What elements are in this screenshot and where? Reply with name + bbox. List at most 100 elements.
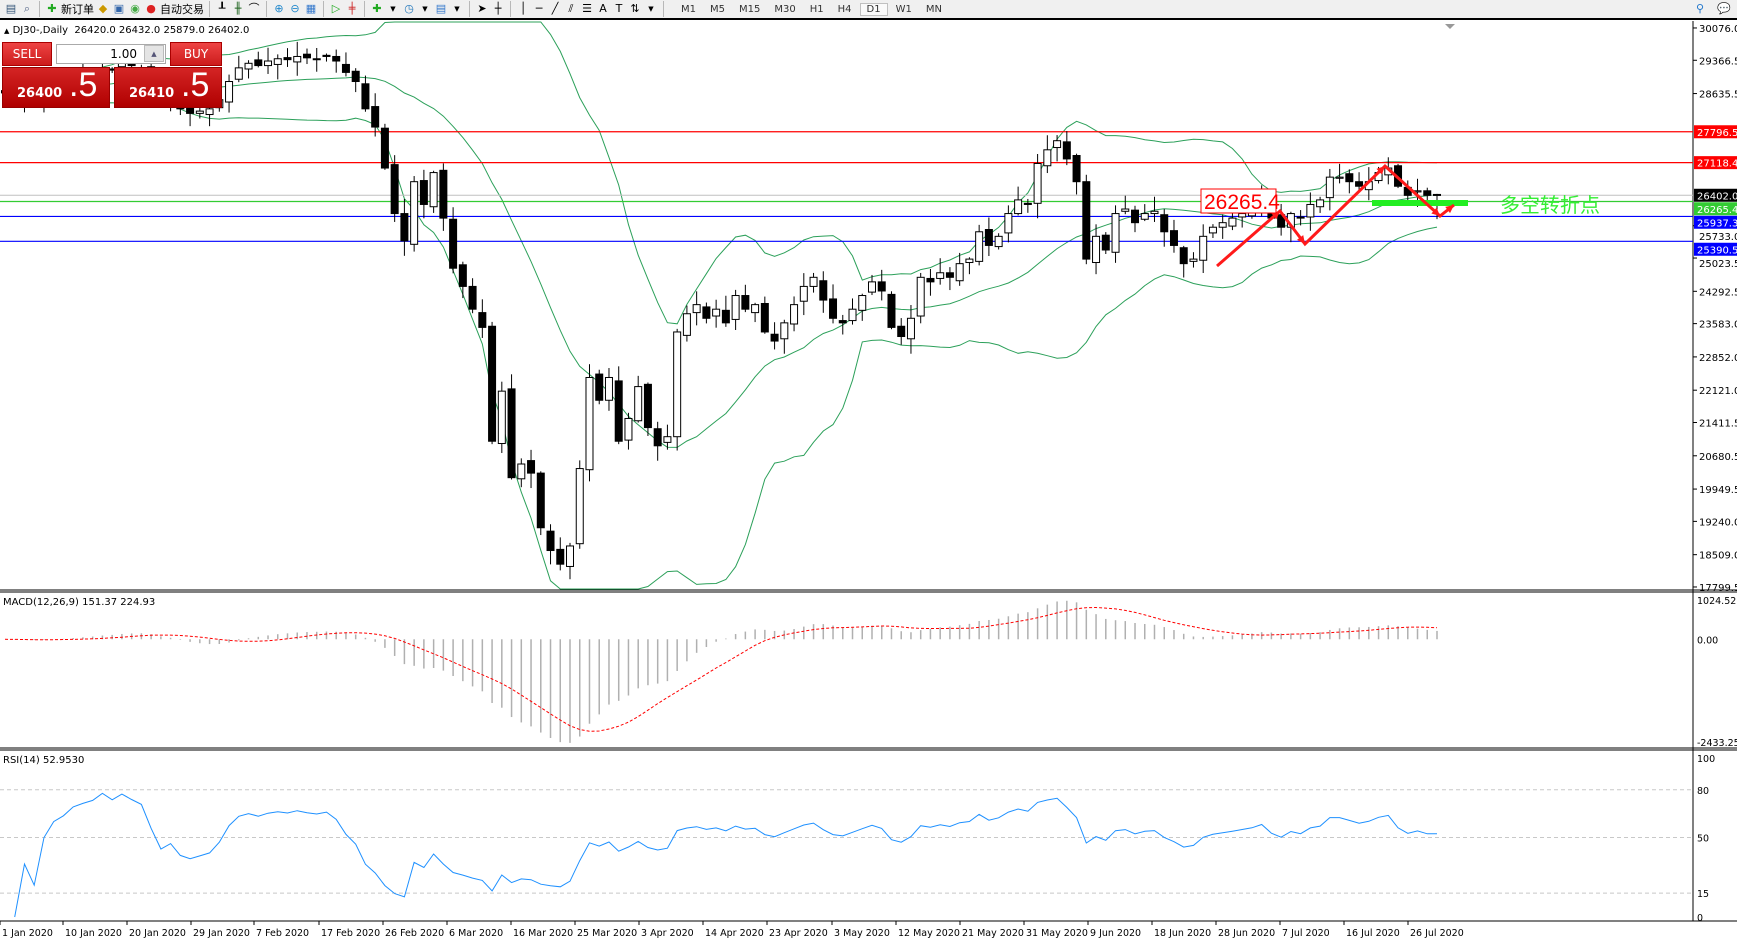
timeframe-w1[interactable]: W1 bbox=[895, 3, 912, 15]
candle-body bbox=[225, 81, 234, 103]
candlestick-icon[interactable]: ╫ bbox=[234, 2, 242, 15]
new-order-button[interactable]: ✚ 新订单 bbox=[45, 1, 94, 17]
data-window-icon[interactable]: ⌕ bbox=[23, 2, 31, 15]
candle bbox=[663, 424, 672, 450]
candle bbox=[936, 258, 945, 285]
candle-body bbox=[1101, 234, 1110, 251]
price-tick-label: 28635.5 bbox=[1699, 90, 1737, 101]
candle-body bbox=[702, 306, 711, 319]
candle-body bbox=[604, 376, 613, 401]
timeframe-m30[interactable]: M30 bbox=[774, 3, 796, 15]
zoom-out-icon[interactable]: ⊖ bbox=[290, 2, 300, 15]
zigzag-arrow-path[interactable] bbox=[1216, 163, 1455, 268]
macd-tick-label: 0.00 bbox=[1697, 635, 1718, 646]
candle-body bbox=[838, 320, 847, 324]
auto-trading-button[interactable]: ● 自动交易 bbox=[144, 1, 204, 17]
date-tick-label: 16 Mar 2020 bbox=[513, 928, 573, 939]
lot-input[interactable]: 1.00 bbox=[56, 44, 166, 64]
new-order-label: 新订单 bbox=[61, 3, 94, 16]
crosshair-icon[interactable]: ┼ bbox=[494, 2, 502, 15]
candle bbox=[439, 163, 448, 231]
candle bbox=[1092, 224, 1101, 275]
candle-body bbox=[751, 304, 760, 314]
line-chart-icon[interactable]: ⌒ bbox=[248, 2, 260, 15]
candle-body bbox=[507, 388, 516, 479]
chat-icon[interactable]: 💬 bbox=[1717, 2, 1731, 15]
equidistant-channel-icon[interactable]: ⫽ bbox=[568, 2, 574, 15]
dropdown-icon[interactable]: ▼ bbox=[454, 5, 460, 13]
candle bbox=[1160, 209, 1169, 247]
dropdown-icon[interactable]: ▼ bbox=[390, 5, 396, 13]
annotations[interactable]: 26265.4 bbox=[1200, 163, 1468, 268]
text-label-icon[interactable]: T bbox=[615, 2, 623, 15]
candle-body bbox=[1082, 181, 1091, 260]
candle-body bbox=[585, 376, 594, 471]
candle-body bbox=[1433, 193, 1441, 196]
text-icon[interactable]: A bbox=[599, 2, 607, 15]
candle-body bbox=[283, 57, 292, 61]
horizontal-line-icon[interactable]: ─ bbox=[535, 2, 543, 15]
dropdown-icon[interactable]: ▼ bbox=[422, 5, 428, 13]
periods-icon[interactable]: ◷ bbox=[404, 2, 414, 15]
trendline-icon[interactable]: ╱ bbox=[551, 2, 559, 15]
auto-trading-icon: ● bbox=[146, 2, 156, 15]
bar-chart-icon[interactable]: ┸ bbox=[218, 2, 226, 15]
candle-body bbox=[497, 390, 506, 445]
price-tick-label: 17799.5 bbox=[1699, 583, 1737, 594]
vertical-line-icon[interactable]: │ bbox=[519, 2, 527, 15]
buy-button[interactable]: BUY bbox=[170, 42, 222, 66]
fibonacci-icon[interactable]: ☰ bbox=[582, 2, 592, 15]
timeframe-d1[interactable]: D1 bbox=[859, 2, 888, 16]
date-tick-label: 21 May 2020 bbox=[962, 928, 1024, 939]
buy-label: BUY bbox=[183, 47, 209, 61]
timeframe-m15[interactable]: M15 bbox=[739, 3, 761, 15]
chart-shift-icon[interactable]: ╪ bbox=[348, 2, 356, 15]
metaeditor-icon[interactable]: ◆ bbox=[98, 2, 108, 15]
indicators-icon[interactable]: ✚ bbox=[372, 2, 382, 15]
candle bbox=[877, 269, 886, 301]
new-order-icon: ✚ bbox=[47, 2, 57, 15]
pivot-zone-bar[interactable] bbox=[1372, 200, 1468, 206]
toolbar: ▤ ⌕ ✚ 新订单 ◆ ▣ ◉ ● 自动交易 ┸ ╫ ⌒ ⊕ ⊖ ▦ ▷ ╪ ✚… bbox=[0, 0, 1737, 20]
autoscroll-icon[interactable]: ▷ bbox=[331, 2, 341, 15]
timeframe-m1[interactable]: M1 bbox=[681, 3, 696, 15]
signals-icon[interactable]: ◉ bbox=[130, 2, 140, 15]
candle-body bbox=[322, 54, 331, 57]
templates-icon[interactable]: ▤ bbox=[435, 2, 447, 15]
cursor-icon[interactable]: ➤ bbox=[477, 2, 487, 15]
timeframe-m5[interactable]: M5 bbox=[710, 3, 725, 15]
timeframe-h4[interactable]: H4 bbox=[837, 3, 852, 15]
market-watch-icon[interactable]: ▤ bbox=[5, 2, 17, 15]
candle-body bbox=[1023, 202, 1032, 205]
search-icon[interactable]: ⚲ bbox=[1695, 2, 1705, 15]
zoom-in-icon[interactable]: ⊕ bbox=[274, 2, 284, 15]
candle-body bbox=[205, 108, 214, 116]
timeframe-h1[interactable]: H1 bbox=[809, 3, 824, 15]
date-tick-label: 28 Jun 2020 bbox=[1218, 928, 1275, 939]
candle bbox=[1150, 196, 1159, 222]
candle-body bbox=[848, 308, 857, 322]
candle-body bbox=[1199, 235, 1208, 261]
pivot-label-box[interactable] bbox=[1200, 188, 1277, 214]
collapse-icon[interactable]: ▲ bbox=[4, 27, 10, 35]
sell-button[interactable]: SELL bbox=[2, 42, 52, 66]
buy-price[interactable]: 26410 .5 bbox=[114, 66, 222, 108]
candle-body bbox=[458, 264, 467, 287]
candle-body bbox=[293, 55, 302, 63]
tile-windows-icon[interactable]: ▦ bbox=[305, 2, 317, 15]
sell-price[interactable]: 26400 .5 bbox=[2, 66, 110, 108]
candle bbox=[945, 267, 954, 291]
dropdown-icon[interactable]: ▼ bbox=[648, 5, 654, 13]
lot-increase-button[interactable]: ▲ bbox=[144, 45, 164, 62]
horizontal-lines[interactable] bbox=[0, 131, 1693, 242]
timeframe-mn[interactable]: MN bbox=[925, 3, 942, 15]
arrows-icon[interactable]: ⇅ bbox=[630, 2, 640, 15]
candle-body bbox=[1208, 226, 1217, 234]
candle bbox=[614, 366, 623, 445]
price-tick-label: 20680.5 bbox=[1699, 452, 1737, 463]
candle bbox=[984, 217, 993, 257]
candle-body bbox=[234, 67, 243, 80]
chart-shift-marker[interactable] bbox=[1445, 24, 1455, 29]
terminal-icon[interactable]: ▣ bbox=[113, 2, 125, 15]
